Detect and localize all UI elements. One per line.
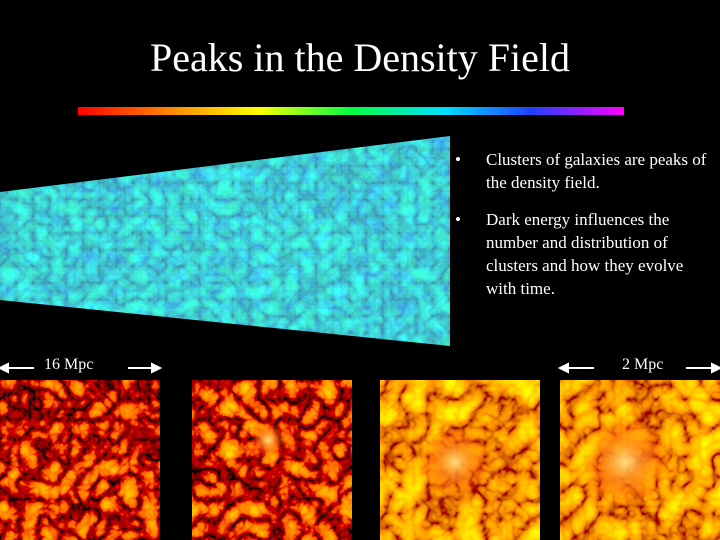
bullet-list: Clusters of galaxies are peaks of the de… (452, 148, 714, 314)
zoom-panels (0, 380, 720, 540)
scale-label: 2 Mpc (622, 356, 664, 373)
slide-title: Peaks in the Density Field (150, 35, 570, 80)
simulation-wedge (0, 136, 450, 346)
bullet: Dark energy influences the number and di… (452, 208, 714, 300)
scale-arrows (0, 362, 720, 374)
scale-label: 16 Mpc (44, 356, 94, 373)
rainbow-bar (78, 107, 624, 115)
bullet: Clusters of galaxies are peaks of the de… (452, 148, 714, 194)
